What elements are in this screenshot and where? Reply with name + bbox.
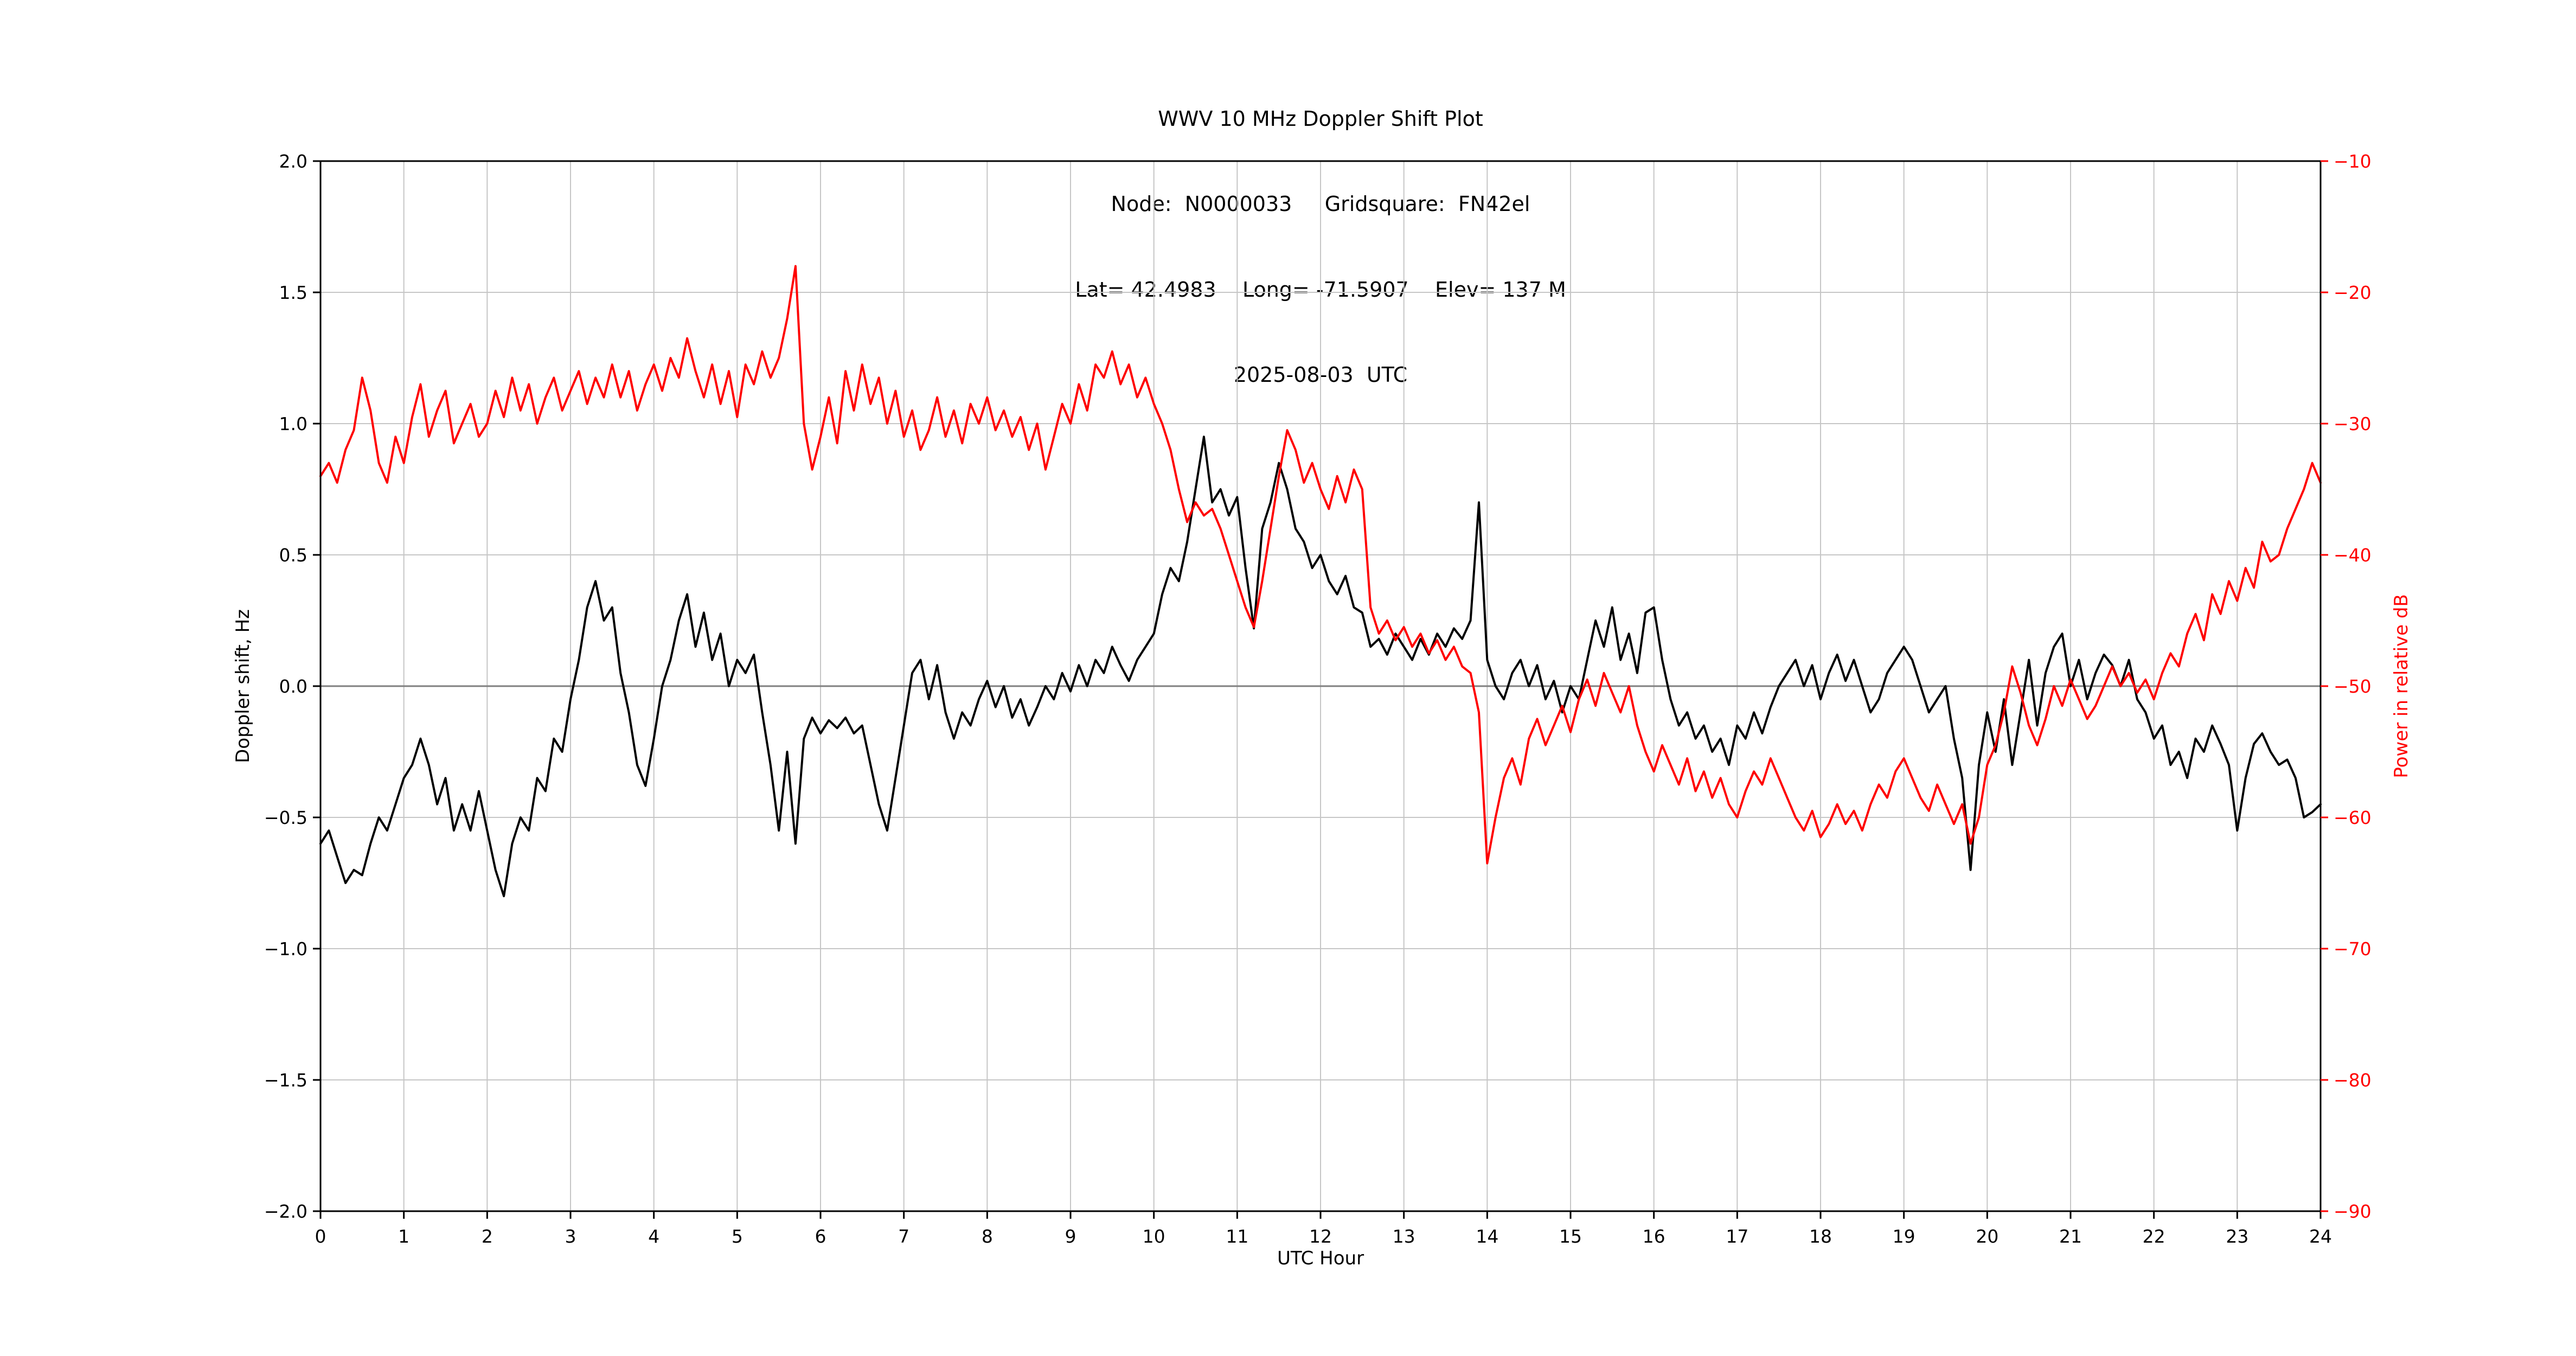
- x-tick-label: 1: [398, 1226, 409, 1247]
- y-right-tick-label: −70: [2334, 938, 2372, 960]
- x-tick-label: 9: [1065, 1226, 1076, 1247]
- doppler-shift-series-line: [319, 436, 2322, 898]
- y-left-tick-label: −2.0: [264, 1201, 307, 1222]
- x-tick-label: 19: [1893, 1226, 1915, 1247]
- y-left-tick-label: 2.0: [279, 151, 307, 172]
- y-right-tick-label: −60: [2334, 807, 2372, 828]
- y-left-tick-label: 1.0: [279, 413, 307, 434]
- x-tick-label: 15: [1559, 1226, 1582, 1247]
- power-series-line: [319, 265, 2322, 865]
- plot-subtitle-date: 2025-08-03 UTC: [1233, 362, 1408, 387]
- x-tick-label: 16: [1643, 1226, 1665, 1247]
- y-axis-label-right: Power in relative dB: [2391, 594, 2412, 778]
- x-tick-label: 21: [2059, 1226, 2082, 1247]
- y-right-tick-label: −80: [2334, 1070, 2372, 1091]
- x-tick-label: 7: [898, 1226, 909, 1247]
- x-tick-label: 20: [1976, 1226, 1998, 1247]
- x-axis-label: UTC Hour: [1277, 1248, 1364, 1269]
- x-tick-label: 6: [815, 1226, 826, 1247]
- y-left-tick-label: −1.0: [264, 938, 307, 960]
- x-tick-label: 2: [482, 1226, 493, 1247]
- x-tick-label: 23: [2226, 1226, 2248, 1247]
- x-tick-label: 18: [1809, 1226, 1832, 1247]
- y-right-tick-label: −10: [2334, 151, 2372, 172]
- x-tick-label: 24: [2309, 1226, 2332, 1247]
- plot-subtitle-node: Node: N0000033 Gridsquare: FN42el: [1111, 192, 1530, 216]
- y-left-tick-label: −0.5: [264, 807, 307, 828]
- y-axis-label-left: Doppler shift, Hz: [232, 609, 254, 763]
- x-tick-label: 3: [565, 1226, 576, 1247]
- x-tick-label: 12: [1309, 1226, 1332, 1247]
- x-tick-label: 22: [2143, 1226, 2165, 1247]
- y-right-tick-label: −40: [2334, 545, 2372, 566]
- x-tick-label: 10: [1143, 1226, 1165, 1247]
- y-left-tick-label: 0.0: [279, 676, 307, 697]
- x-tick-label: 0: [315, 1226, 326, 1247]
- x-tick-label: 5: [732, 1226, 743, 1247]
- y-left-tick-label: −1.5: [264, 1070, 307, 1091]
- y-right-tick-label: −50: [2334, 676, 2372, 697]
- y-right-tick-label: −90: [2334, 1201, 2372, 1222]
- x-tick-label: 14: [1476, 1226, 1498, 1247]
- x-tick-label: 17: [1726, 1226, 1748, 1247]
- plot-subtitle-location: Lat= 42.4983 Long= -71.5907 Elev= 137 M: [1075, 277, 1566, 302]
- y-right-tick-label: −30: [2334, 413, 2372, 434]
- x-tick-label: 8: [982, 1226, 993, 1247]
- x-tick-label: 4: [648, 1226, 659, 1247]
- x-tick-label: 13: [1393, 1226, 1415, 1247]
- y-left-tick-label: 0.5: [279, 545, 307, 566]
- y-left-tick-label: 1.5: [279, 282, 307, 303]
- y-right-tick-label: −20: [2334, 282, 2372, 303]
- x-tick-label: 11: [1226, 1226, 1248, 1247]
- plot-title-block: WWV 10 MHz Doppler Shift Plot Node: N000…: [321, 48, 2321, 446]
- plot-title: WWV 10 MHz Doppler Shift Plot: [1158, 106, 1483, 131]
